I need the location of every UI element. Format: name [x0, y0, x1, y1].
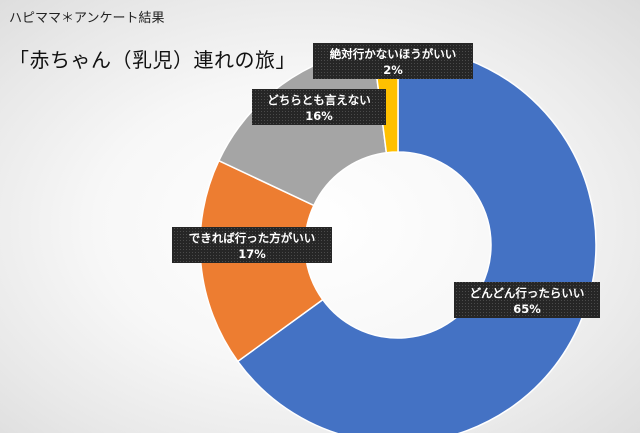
data-label-category: どんどん行ったらいい — [470, 286, 585, 300]
data-label-value: 65% — [513, 302, 541, 316]
survey-caption: ハピママ＊アンケート結果 — [9, 11, 165, 26]
data-labels: どんどん行ったらいい 65% できれば行った方がいい 17% どちらとも言えない 16% 絶… — [172, 43, 600, 318]
data-label-3: どちらとも言えない 16% — [252, 89, 386, 125]
data-label-value: 16% — [305, 109, 333, 123]
data-label-value: 2% — [383, 63, 403, 77]
data-label-category: どちらとも言えない — [267, 93, 371, 107]
data-label-category: 絶対行かないほうがいい — [330, 47, 457, 61]
donut-slice-1 — [236, 46, 597, 433]
data-label-2: できれば行った方がいい 17% — [172, 227, 332, 263]
data-label-box — [313, 43, 473, 79]
data-label-box — [252, 89, 386, 125]
chart-title: 「赤ちゃん（乳児）連れの旅」 — [9, 48, 296, 72]
data-label-box — [172, 227, 332, 263]
data-label-category: できれば行った方がいい — [189, 231, 316, 245]
data-label-box — [454, 282, 600, 318]
data-label-1: どんどん行ったらいい 65% — [454, 282, 600, 318]
data-label-4: 絶対行かないほうがいい 2% — [313, 43, 473, 79]
data-label-value: 17% — [238, 247, 266, 261]
